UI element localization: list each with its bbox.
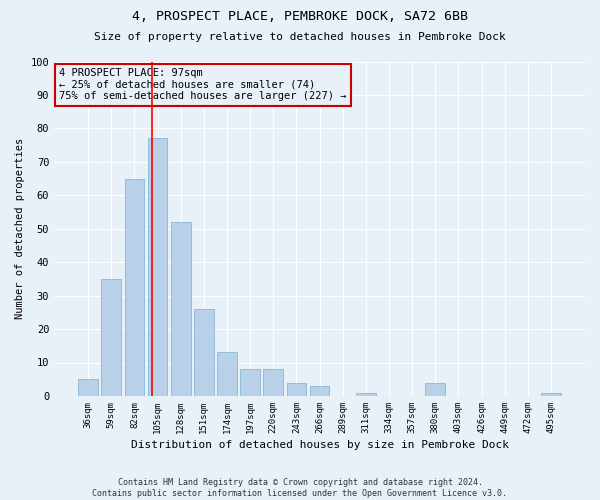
Bar [78,379,98,396]
Text: Size of property relative to detached houses in Pembroke Dock: Size of property relative to detached ho… [94,32,506,42]
Text: Contains HM Land Registry data © Crown copyright and database right 2024.
Contai: Contains HM Land Registry data © Crown c… [92,478,508,498]
Bar [241,369,260,396]
Text: 4 PROSPECT PLACE: 97sqm
← 25% of detached houses are smaller (74)
75% of semi-de: 4 PROSPECT PLACE: 97sqm ← 25% of detache… [59,68,347,102]
Bar [101,279,121,396]
Bar [356,392,376,396]
X-axis label: Distribution of detached houses by size in Pembroke Dock: Distribution of detached houses by size … [131,440,509,450]
Bar [194,309,214,396]
Bar [217,352,237,396]
Bar [541,392,561,396]
Bar [125,178,144,396]
Bar [171,222,191,396]
Bar [148,138,167,396]
Bar [310,386,329,396]
Bar [287,382,306,396]
Bar [263,369,283,396]
Text: 4, PROSPECT PLACE, PEMBROKE DOCK, SA72 6BB: 4, PROSPECT PLACE, PEMBROKE DOCK, SA72 6… [132,10,468,23]
Bar [425,382,445,396]
Y-axis label: Number of detached properties: Number of detached properties [15,138,25,320]
